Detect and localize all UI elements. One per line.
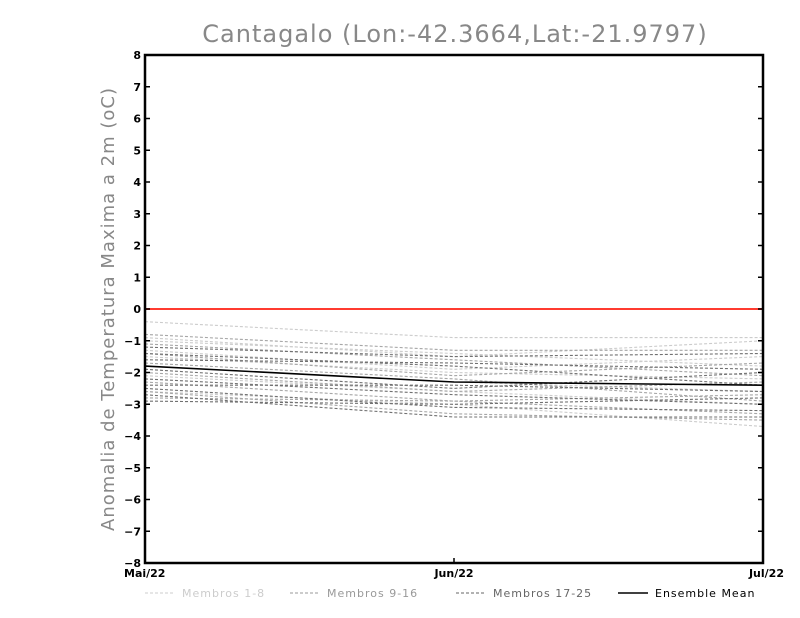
series-line-17	[144, 346, 764, 358]
series-line-10	[144, 343, 764, 377]
series-line-6	[144, 365, 764, 393]
x-tick-label: Mai/22	[124, 567, 165, 580]
series-line-21	[144, 378, 764, 405]
y-tick-label: −1	[124, 335, 141, 348]
y-tick-label: −3	[124, 398, 141, 411]
series-line-13	[144, 371, 764, 393]
x-tick-label: Jun/22	[433, 567, 473, 580]
series-line-25	[144, 397, 764, 405]
y-tick-label: 5	[133, 144, 141, 157]
series-line-26	[144, 365, 764, 386]
series-line-5	[144, 356, 764, 380]
y-tick-label: −4	[124, 430, 141, 443]
y-tick-label: −8	[124, 557, 141, 570]
legend-label: Ensemble Mean	[655, 587, 755, 600]
y-axis-label: Anomalia de Temperatura Maxima a 2m (oC)	[98, 87, 119, 531]
series-line-3	[144, 340, 764, 367]
series-line-4	[144, 349, 764, 370]
y-tick-label: −2	[124, 367, 141, 380]
y-tick-label: −6	[124, 494, 141, 507]
series-line-15	[144, 390, 764, 421]
y-tick-label: 7	[133, 81, 141, 94]
y-tick-label: 6	[133, 113, 141, 126]
x-ticks: Mai/22 Jun/22 Jul/22	[124, 558, 784, 580]
y-tick-label: 3	[133, 208, 141, 221]
series-line-23	[144, 387, 764, 412]
series-line-24	[144, 394, 763, 418]
y-ticks: 8 7 6 5 4 3 2 1 0 −1 −2 −3 −4 −5 −6 −7 −8	[124, 49, 763, 570]
legend: Membros 1-8 Membros 9-16 Membros 17-25 Ense…	[145, 587, 755, 600]
y-tick-label: 8	[133, 49, 141, 62]
series-line-2	[144, 337, 764, 358]
chart-title: Cantagalo (Lon:-42.3664,Lat:-21.9797)	[202, 20, 707, 48]
y-tick-label: 2	[133, 240, 141, 253]
series-line-18	[144, 352, 764, 386]
y-tick-label: 0	[133, 303, 141, 316]
series-line-12	[144, 362, 764, 402]
legend-label: Membros 17-25	[493, 587, 592, 600]
series-line-19	[144, 359, 764, 370]
series-line-1	[144, 321, 763, 339]
series-line-9	[144, 333, 763, 351]
x-tick-label: Jul/22	[748, 567, 784, 580]
legend-label: Membros 9-16	[327, 587, 418, 600]
y-tick-label: 1	[133, 271, 141, 284]
legend-label: Membros 1-8	[182, 587, 265, 600]
series-line-8	[144, 390, 764, 428]
y-tick-label: 4	[133, 176, 141, 189]
y-tick-label: −5	[124, 462, 141, 475]
series-line-22	[145, 384, 764, 393]
series-line-20	[144, 368, 764, 389]
y-tick-label: −7	[124, 525, 141, 538]
series-line-16	[144, 394, 764, 402]
series-layer	[144, 321, 764, 428]
